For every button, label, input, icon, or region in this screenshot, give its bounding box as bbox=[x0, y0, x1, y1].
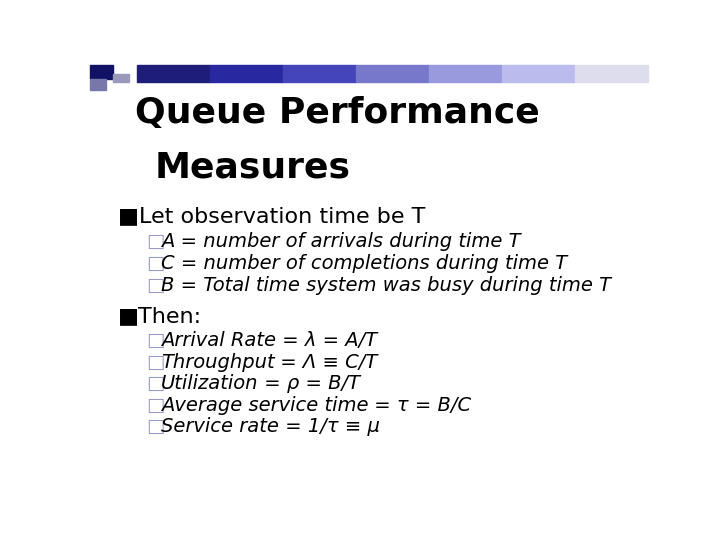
Bar bbox=[429, 65, 502, 82]
Text: B = Total time system was busy during time T: B = Total time system was busy during ti… bbox=[161, 276, 611, 295]
Text: = λ = A/T: = λ = A/T bbox=[276, 331, 377, 350]
Text: □: □ bbox=[145, 232, 164, 251]
Text: = ρ = B/T: = ρ = B/T bbox=[258, 374, 361, 393]
Bar bbox=[114, 74, 129, 82]
Text: A = number of arrivals during time T: A = number of arrivals during time T bbox=[161, 232, 521, 251]
Text: Measures: Measures bbox=[154, 150, 350, 184]
Text: Average service time: Average service time bbox=[161, 396, 369, 415]
Bar bbox=[502, 65, 575, 82]
Text: = τ = B/C: = τ = B/C bbox=[369, 396, 472, 415]
Bar bbox=[90, 65, 114, 79]
Text: = 1/τ ≡ μ: = 1/τ ≡ μ bbox=[279, 417, 379, 436]
Text: □: □ bbox=[145, 331, 164, 350]
Text: ■Then:: ■Then: bbox=[118, 306, 202, 326]
Text: Throughput: Throughput bbox=[161, 353, 274, 372]
Text: Arrival Rate: Arrival Rate bbox=[161, 331, 276, 350]
Text: Service rate: Service rate bbox=[161, 417, 279, 436]
Text: □: □ bbox=[145, 417, 164, 436]
Text: Utilization: Utilization bbox=[161, 374, 258, 393]
Text: ■Let observation time be T: ■Let observation time be T bbox=[118, 206, 426, 226]
Text: □: □ bbox=[145, 374, 164, 393]
Bar bbox=[356, 65, 429, 82]
Text: □: □ bbox=[145, 276, 164, 295]
Text: □: □ bbox=[145, 396, 164, 415]
Text: = Λ ≡ C/T: = Λ ≡ C/T bbox=[274, 353, 378, 372]
Bar bbox=[575, 65, 648, 82]
Text: □: □ bbox=[145, 353, 164, 372]
Bar bbox=[138, 65, 210, 82]
Bar bbox=[90, 79, 106, 90]
Bar bbox=[210, 65, 283, 82]
Text: □: □ bbox=[145, 254, 164, 273]
Text: Queue Performance: Queue Performance bbox=[135, 96, 539, 130]
Text: C = number of completions during time T: C = number of completions during time T bbox=[161, 254, 567, 273]
Bar bbox=[283, 65, 356, 82]
